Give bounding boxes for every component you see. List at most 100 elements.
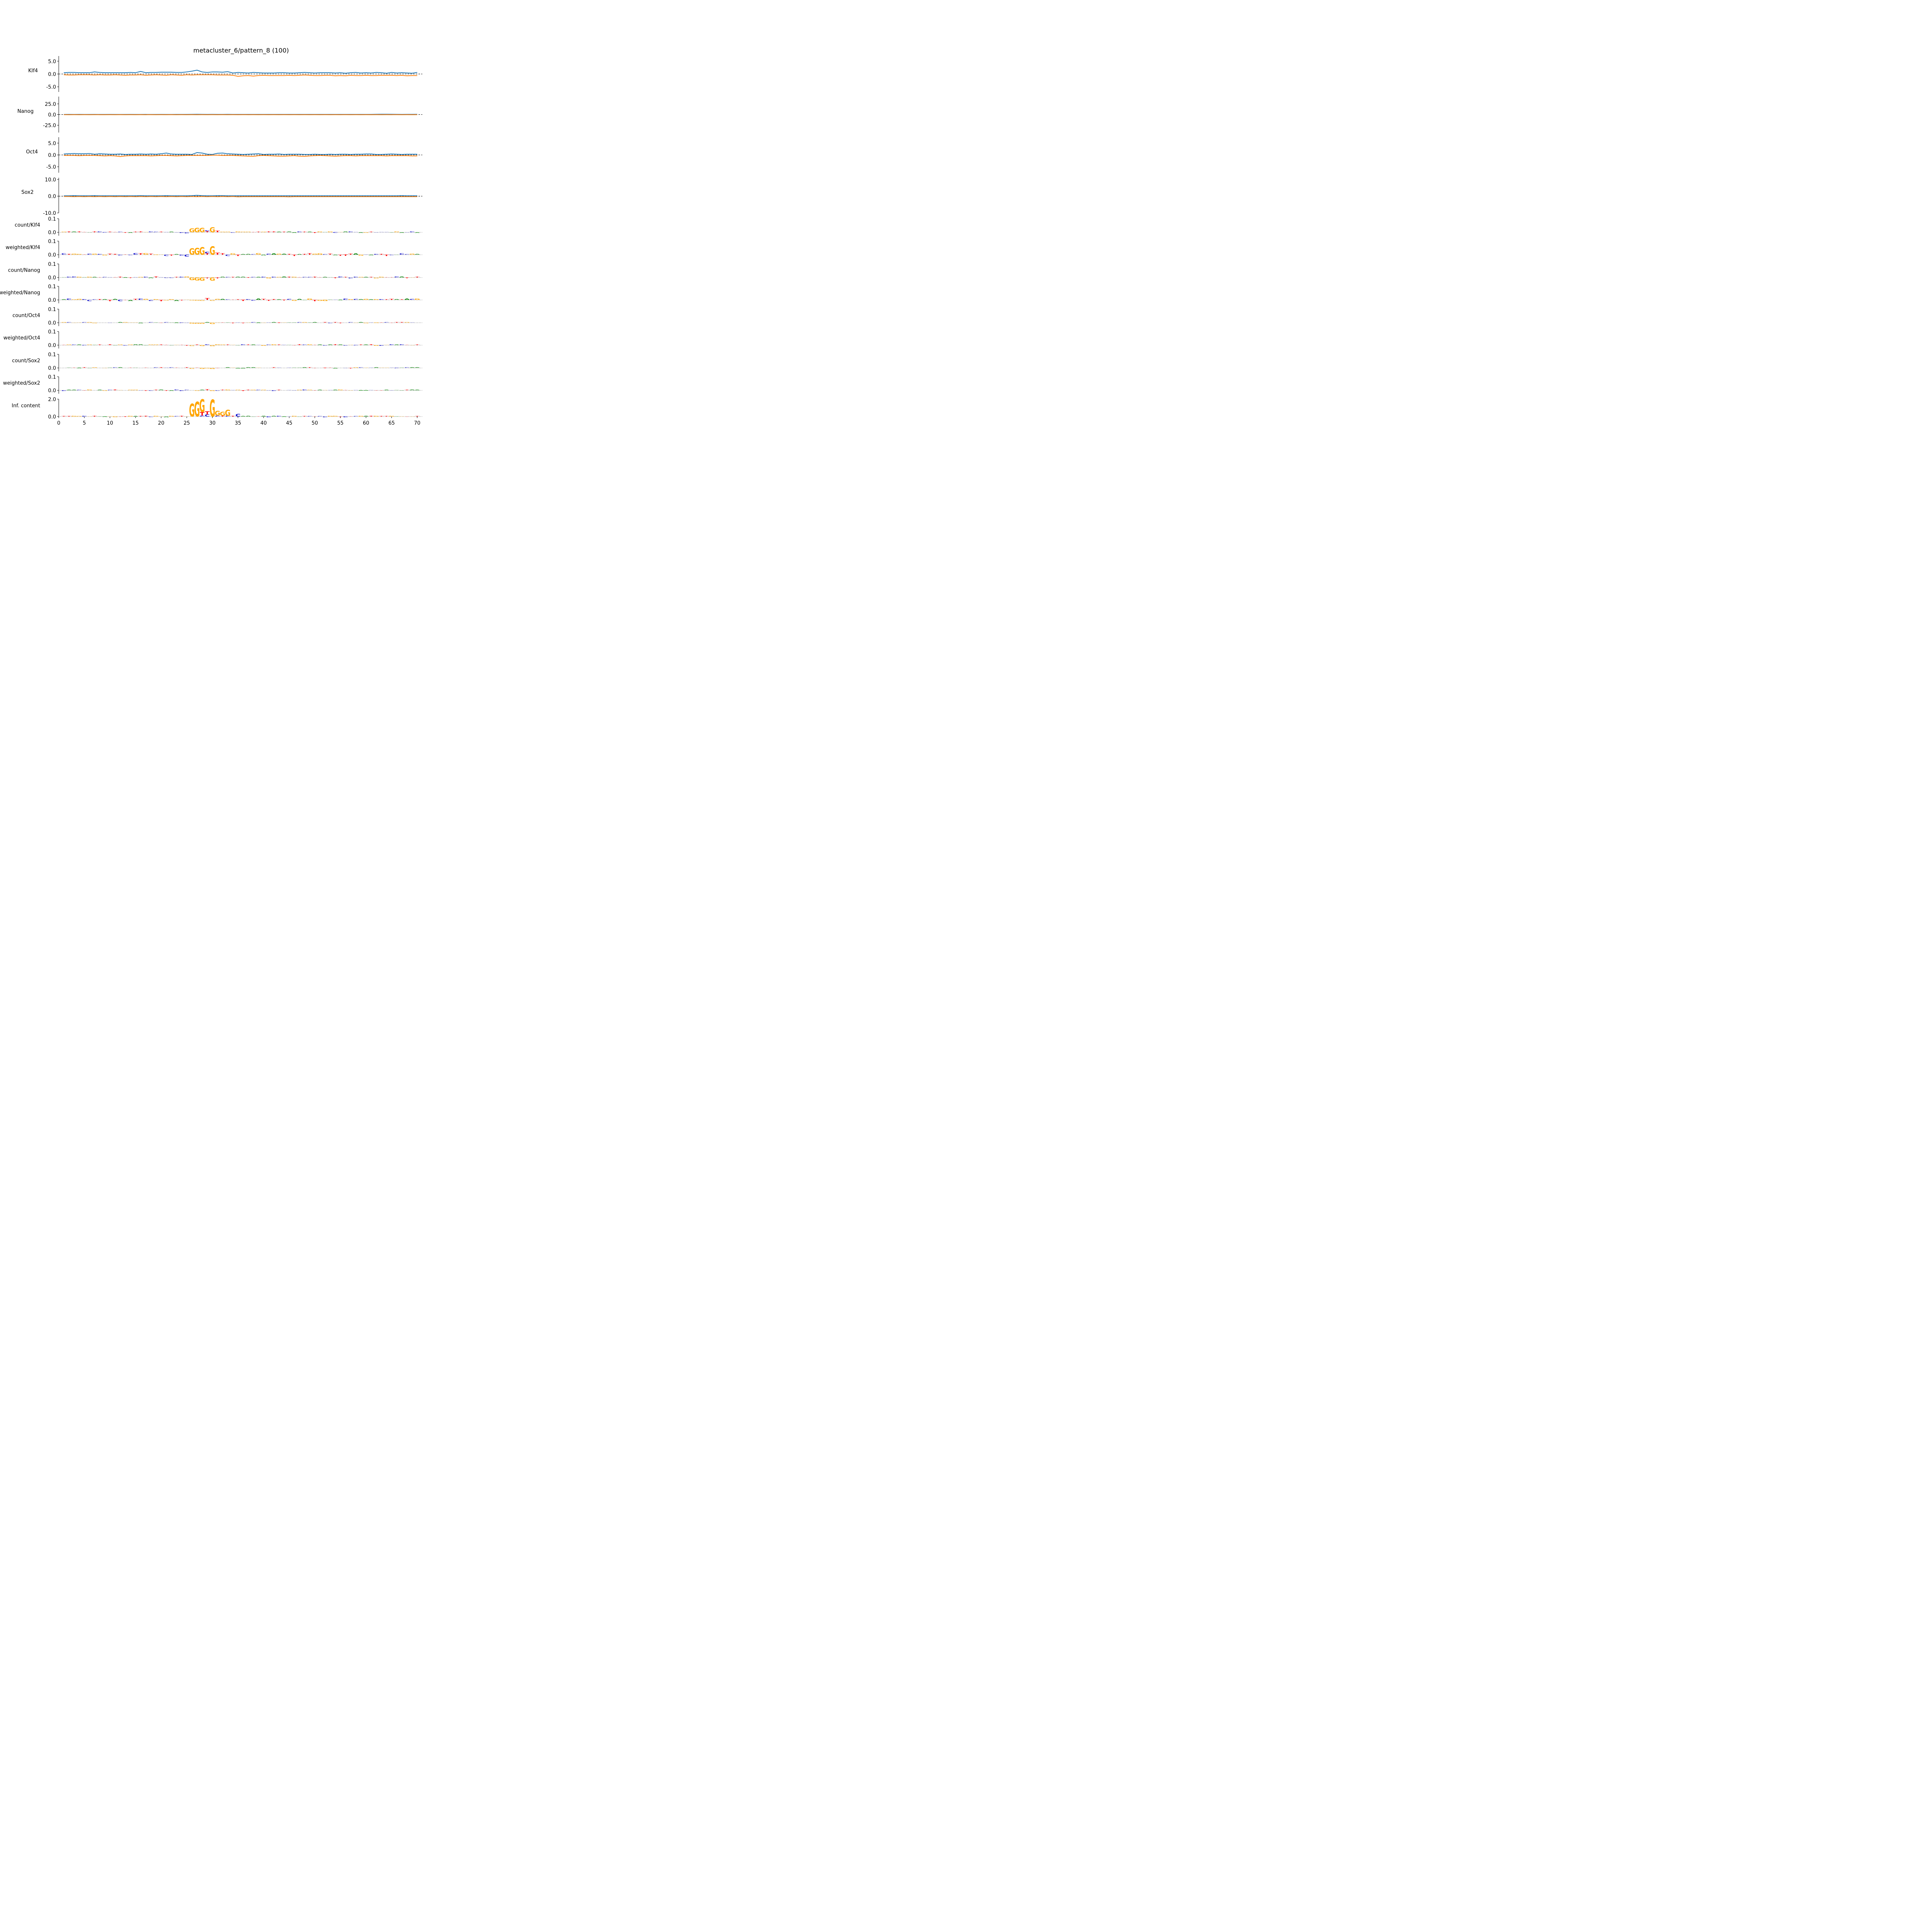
logo-letter-T-p10-x17: T bbox=[143, 367, 148, 368]
logo-letter-G-p11-x9: G bbox=[102, 390, 108, 391]
logo-letter-T-p5-x45: T bbox=[287, 254, 292, 255]
logo-letter-C-p12-x43: C bbox=[276, 416, 281, 417]
logo-letter-G-p4-x32: G bbox=[220, 232, 226, 233]
x-tick-label: 15 bbox=[133, 420, 139, 426]
logo-letter-T-p10-x25: T bbox=[184, 367, 189, 368]
logo-letter-A-p7-x9: A bbox=[102, 299, 107, 300]
logo-letter-C-p12-x35: C bbox=[235, 413, 240, 417]
logo-letter-G-p7-x46: G bbox=[291, 300, 297, 301]
logo-letter-T-p6-x45: T bbox=[287, 277, 292, 278]
logo-letter-C-p12-x41: C bbox=[266, 417, 271, 418]
logo-letter-G-p12-x10: G bbox=[107, 416, 113, 417]
logo-letter-G-p6-x28: G bbox=[199, 277, 205, 282]
logo-letter-C-p6-x55: C bbox=[338, 277, 343, 278]
logo-letter-T-p12-x17: T bbox=[143, 416, 148, 417]
chart-title: metacluster_6/pattern_8 (100) bbox=[193, 47, 289, 54]
logo-letter-G-p12-x11: G bbox=[112, 417, 118, 418]
logo-letter-T-p12-x24: T bbox=[179, 416, 184, 417]
logo-letter-G-p11-x47: G bbox=[297, 390, 303, 391]
logo-letter-G-p12-x33: G bbox=[225, 408, 231, 418]
logo-letter-T-p5-x64: T bbox=[384, 255, 389, 257]
logo-letter-T-p10-x53: T bbox=[328, 367, 333, 368]
logo-letter-A-p6-x44: A bbox=[281, 276, 287, 278]
logo-letter-A-p12-x21: A bbox=[163, 417, 169, 418]
logo-letter-A-p4-x59: A bbox=[358, 232, 364, 233]
logo-letter-A-p7-x23: A bbox=[174, 300, 179, 301]
logo-letter-C-p5-x62: C bbox=[374, 254, 379, 255]
y-tick-label: 5.0 bbox=[48, 141, 56, 146]
logo-letter-G-p7-x19: G bbox=[153, 299, 159, 300]
logo-letter-G-p5-x69: G bbox=[409, 253, 415, 255]
logo-letter-C-p7-x12: C bbox=[117, 300, 122, 302]
logo-letter-A-p11-x60: A bbox=[363, 390, 369, 391]
logo-letter-G-p9-x49: G bbox=[307, 344, 313, 345]
logo-letter-T-p10-x14: T bbox=[128, 367, 133, 368]
logo-letter-A-p5-x23: A bbox=[174, 254, 179, 255]
logo-letter-G-p12-x53: G bbox=[327, 415, 333, 417]
logo-letter-T-p9-x47: T bbox=[297, 344, 302, 345]
logo-letter-T-p5-x57: T bbox=[348, 253, 353, 255]
logo-letter-C-p9-x36: C bbox=[241, 344, 246, 345]
logo-letter-T-p7-x42: T bbox=[272, 299, 277, 300]
logo-letter-T-p7-x65: T bbox=[389, 299, 394, 301]
logo-letter-C-p6-x49: C bbox=[307, 277, 312, 278]
logo-letter-C-p4-x29: C bbox=[205, 230, 210, 231]
logo-letter-T-p4-x31: T bbox=[215, 231, 220, 233]
logo-letter-C-p7-x2: C bbox=[66, 298, 71, 300]
panel-label: Klf4 bbox=[28, 68, 38, 74]
logo-letter-T-p4-x4: T bbox=[77, 231, 82, 233]
logo-letter-G-p5-x26: G bbox=[189, 247, 195, 257]
logo-letter-T-p6-x34: T bbox=[230, 277, 235, 278]
logo-letter-C-p6-x58: C bbox=[353, 277, 358, 278]
logo-letter-C-p11-x46: C bbox=[292, 390, 297, 391]
logo-letter-C-p7-x56: C bbox=[343, 299, 348, 301]
logo-letter-A-p10-x47: A bbox=[297, 367, 302, 368]
logo-letter-C-p4-x24: C bbox=[179, 232, 184, 233]
logo-letter-C-p9-x5: C bbox=[82, 345, 87, 346]
logo-letter-G-p6-x6: G bbox=[87, 277, 92, 278]
y-tick-label: 0.0 bbox=[48, 252, 56, 258]
logo-letter-T-p12-x28: T bbox=[200, 411, 205, 417]
logo-letter-T-p12-x61: T bbox=[369, 416, 374, 417]
logo-letter-A-p11-x59: A bbox=[358, 390, 364, 391]
logo-letter-A-p6-x13: A bbox=[122, 277, 128, 278]
logo-letter-C-p10-x21: C bbox=[164, 367, 169, 368]
logo-letter-C-p6-x2: C bbox=[66, 277, 71, 278]
logo-letter-C-p4-x68: C bbox=[405, 232, 410, 233]
logo-letter-C-p8-x41: C bbox=[266, 322, 271, 323]
logo-letter-G-p10-x30: G bbox=[209, 368, 215, 369]
logo-letter-G-p9-x31: G bbox=[214, 344, 220, 345]
logo-letter-A-p7-x47: A bbox=[297, 299, 302, 300]
logo-letter-C-p4-x34: C bbox=[230, 232, 235, 233]
logo-letter-G-p8-x27: G bbox=[194, 323, 200, 324]
logo-letter-G-p12-x46: G bbox=[291, 416, 297, 417]
logo-letter-G-p8-x28: G bbox=[199, 323, 205, 324]
logo-letter-G-p10-x39: G bbox=[256, 367, 262, 368]
logo-letter-T-p9-x25: T bbox=[184, 345, 189, 346]
logo-letter-C-p4-x23: C bbox=[174, 232, 179, 233]
logo-letter-A-p7-x66: A bbox=[394, 299, 400, 300]
logo-letter-G-p4-x66: G bbox=[394, 231, 400, 233]
panel-label: weighted/Oct4 bbox=[3, 335, 40, 341]
logo-letter-T-p4-x39: T bbox=[256, 231, 261, 232]
logo-letter-C-p7-x18: C bbox=[148, 300, 153, 301]
x-tick-label: 5 bbox=[83, 420, 86, 426]
logo-letter-G-p12-x54: G bbox=[332, 416, 338, 417]
logo-letter-G-p12-x59: G bbox=[358, 416, 364, 417]
logo-letter-G-p7-x27: G bbox=[194, 300, 200, 301]
logo-letter-T-p5-x18: T bbox=[148, 253, 153, 255]
logo-letter-T-p12-x48: T bbox=[302, 416, 307, 417]
logo-letter-A-p6-x32: A bbox=[220, 277, 225, 278]
y-tick-label: 5.0 bbox=[48, 59, 56, 65]
logo-letter-C-p11-x4: C bbox=[77, 390, 82, 391]
logo-letter-A-p8-x59: A bbox=[358, 322, 364, 323]
logo-letter-C-p12-x49: C bbox=[307, 416, 312, 417]
logo-letter-G-p11-x27: G bbox=[194, 390, 200, 391]
logo-letter-T-p5-x22: T bbox=[169, 255, 174, 256]
y-tick-label: 10.0 bbox=[45, 177, 56, 183]
logo-letter-T-p4-x15: T bbox=[133, 232, 138, 233]
logo-letter-A-p10-x70: A bbox=[415, 367, 420, 368]
logo-letter-G-p4-x26: G bbox=[189, 228, 195, 234]
